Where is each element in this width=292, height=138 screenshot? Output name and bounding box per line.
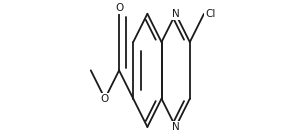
Text: Cl: Cl xyxy=(205,9,215,19)
Text: O: O xyxy=(101,94,109,104)
Text: O: O xyxy=(115,3,123,13)
Text: N: N xyxy=(172,9,180,19)
Text: N: N xyxy=(172,122,180,132)
